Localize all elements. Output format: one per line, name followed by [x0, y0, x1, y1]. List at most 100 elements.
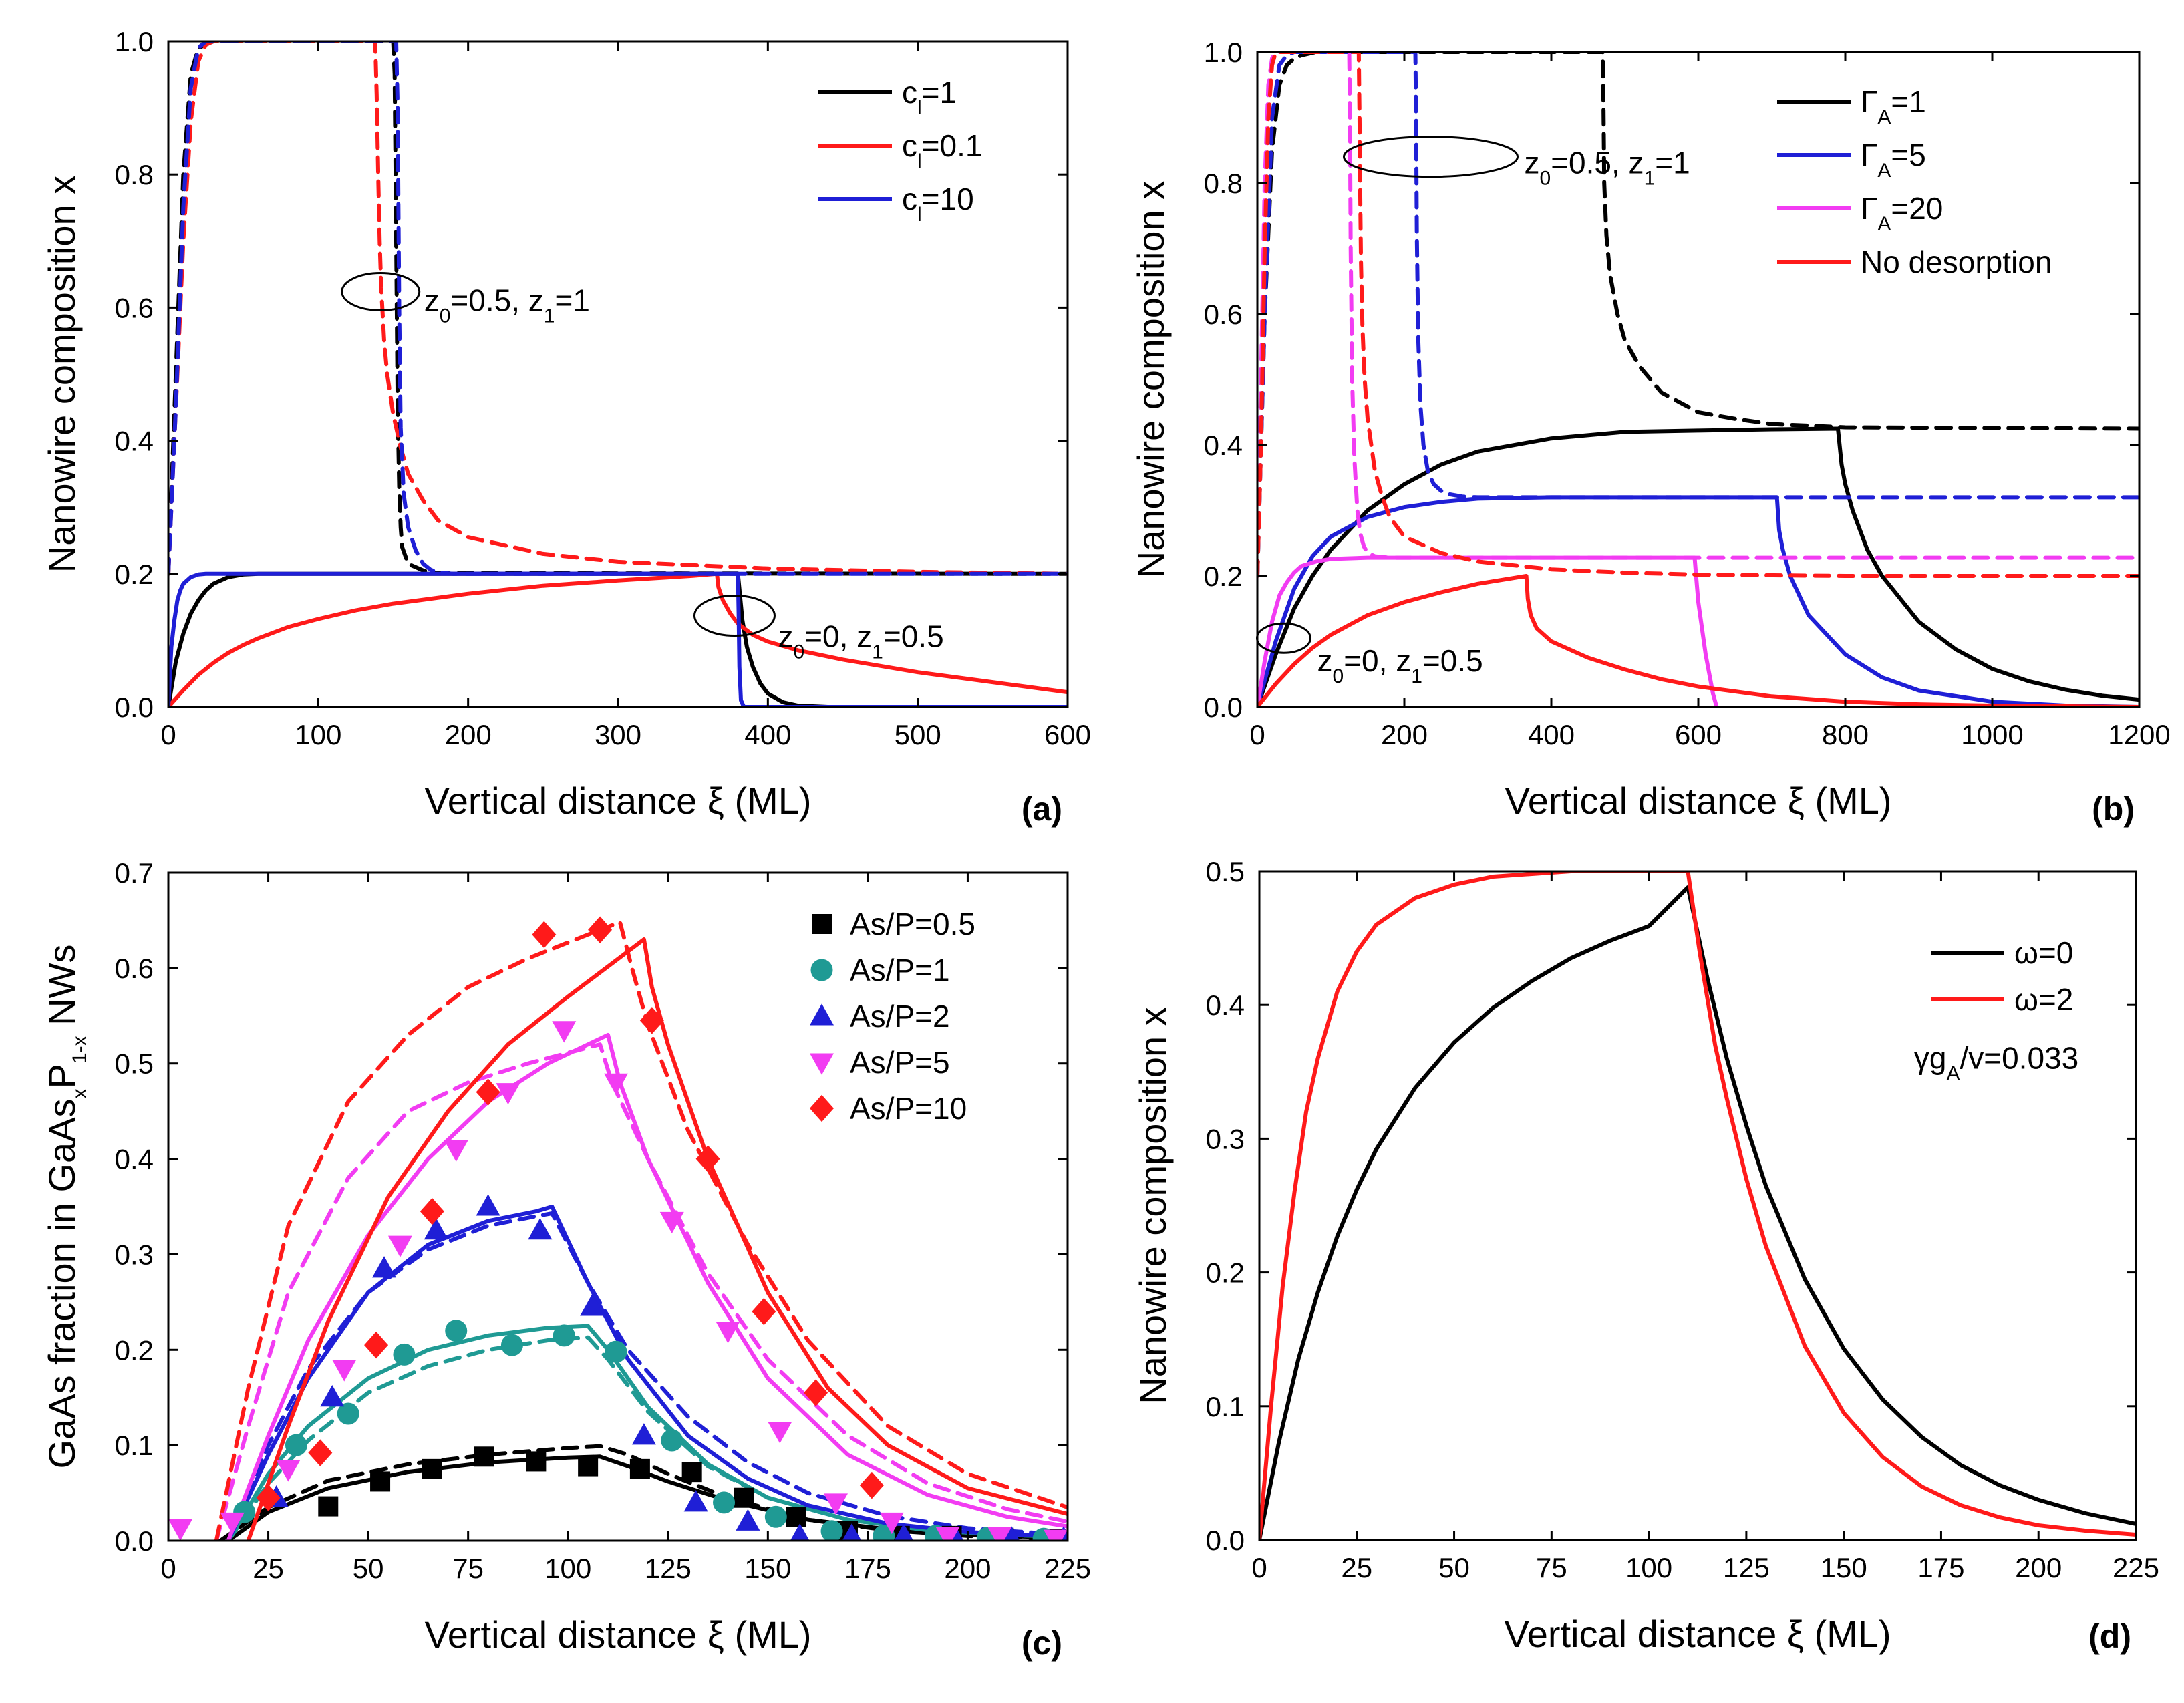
plot-frame — [167, 871, 1069, 1542]
data-point-2-2 — [372, 1256, 397, 1278]
x-tick-label: 100 — [1625, 1552, 1672, 1583]
legend-marker-2 — [810, 1003, 834, 1026]
series-line-2 — [168, 571, 1068, 707]
data-point-3-6 — [496, 1083, 520, 1105]
legend-label-4: As/P=10 — [850, 1091, 967, 1126]
x-axis-title: Vertical distance ξ (ML) — [1505, 780, 1891, 822]
legend-marker-4 — [810, 1094, 834, 1122]
data-point-2-5 — [528, 1217, 553, 1240]
x-tick-label: 150 — [744, 1553, 791, 1584]
data-point-2-12 — [894, 1523, 914, 1541]
x-tick-label: 125 — [1723, 1552, 1770, 1583]
x-tick-label: 100 — [295, 719, 341, 750]
data-point-3-7 — [552, 1021, 577, 1043]
data-point-0-4 — [526, 1451, 547, 1472]
legend-label-2: ΓA=20 — [1861, 191, 1943, 235]
data-point-2-9 — [736, 1509, 760, 1531]
y-tick-label: 0.2 — [115, 559, 154, 590]
x-tick-label: 75 — [1536, 1552, 1567, 1583]
x-tick-label: 0 — [160, 719, 176, 750]
data-point-1-1 — [285, 1434, 307, 1456]
annotation-label: z0=0, z1=0.5 — [1317, 643, 1483, 687]
x-tick-label: 225 — [1044, 1553, 1091, 1584]
data-point-3-11 — [768, 1422, 792, 1444]
scatter-points — [168, 916, 1068, 1541]
data-point-2-11 — [842, 1523, 862, 1541]
data-point-3-14 — [935, 1527, 960, 1541]
annotation-ellipse — [341, 272, 421, 312]
x-tick-label: 175 — [1917, 1552, 1964, 1583]
x-tick-label: 175 — [844, 1553, 891, 1584]
plot-frame — [1258, 870, 2137, 1541]
data-point-4-1 — [308, 1439, 333, 1466]
x-tick-label: 400 — [744, 719, 791, 750]
annotation-label: γgA/v=0.033 — [1914, 1040, 2078, 1084]
data-point-0-2 — [422, 1458, 442, 1479]
legend-marker-0 — [812, 914, 832, 934]
x-tick-label: 225 — [2113, 1552, 2159, 1583]
annotation-label: z0=0.5, z1=1 — [424, 283, 590, 327]
data-point-2-7 — [631, 1423, 656, 1445]
data-point-4-4 — [476, 1078, 500, 1106]
annotation-ellipse — [1343, 136, 1519, 178]
data-point-0-3 — [474, 1446, 494, 1467]
data-point-1-4 — [445, 1320, 468, 1342]
x-tick-label: 500 — [895, 719, 941, 750]
x-tick-label: 200 — [944, 1553, 991, 1584]
annotation-label: z0=0.5, z1=1 — [1525, 146, 1690, 190]
data-point-4-9 — [752, 1297, 776, 1326]
y-tick-label: 0.1 — [115, 1430, 154, 1461]
y-axis-title: Nanowire composition x — [1130, 181, 1172, 578]
data-point-1-2 — [337, 1402, 359, 1425]
data-point-3-2 — [276, 1460, 301, 1482]
y-tick-label: 0.0 — [1204, 691, 1243, 723]
y-tick-label: 0.4 — [115, 426, 154, 457]
legend-label-1: ω=2 — [2014, 982, 2073, 1017]
data-point-1-10 — [764, 1505, 787, 1528]
legend-label-0: ΓA=1 — [1861, 84, 1926, 128]
panel-b: 0 200 400 600 800 1000 1200 0.0 0.2 0.4 0.6 0.8 1.0 V… — [1130, 37, 2171, 828]
series-line-9 — [214, 920, 1068, 1541]
data-point-3-12 — [824, 1493, 848, 1515]
data-point-2-4 — [476, 1194, 500, 1216]
data-point-2-10 — [790, 1523, 810, 1541]
panel-c: 0 25 50 75 100 125 150 175 200 225 0.0 0.1 0.2 0.3 0.4… — [41, 857, 1091, 1662]
x-tick-label: 200 — [445, 719, 492, 750]
data-point-0-8 — [734, 1487, 754, 1508]
x-axis-title: Vertical distance ξ (ML) — [424, 780, 811, 822]
annotation-label: z0=0, z1=0.5 — [778, 619, 943, 663]
series-line-0 — [1259, 885, 2136, 1540]
data-point-3-0 — [168, 1519, 192, 1541]
legend-label-0: cl=1 — [902, 75, 957, 119]
x-tick-label: 1000 — [1961, 719, 2023, 750]
series-line-5 — [1257, 52, 2139, 578]
x-axis-title: Vertical distance ξ (ML) — [1504, 1613, 1891, 1655]
data-point-4-6 — [588, 916, 613, 943]
x-tick-label: 800 — [1822, 719, 1869, 750]
data-point-0-5 — [578, 1456, 599, 1477]
x-tick-label: 0 — [1251, 1552, 1267, 1583]
annotation-ellipse — [693, 595, 776, 637]
data-point-1-3 — [393, 1343, 416, 1366]
series-line-7 — [214, 1042, 1068, 1541]
series-line-3 — [1257, 52, 2139, 578]
data-point-3-9 — [659, 1211, 684, 1234]
data-point-3-13 — [879, 1512, 904, 1535]
data-point-3-10 — [716, 1322, 740, 1344]
data-point-1-7 — [605, 1340, 627, 1363]
y-tick-label: 0.4 — [1206, 989, 1245, 1021]
legend-marker-1 — [810, 959, 833, 981]
x-tick-label: 25 — [1341, 1552, 1372, 1583]
data-point-0-6 — [629, 1458, 650, 1479]
series-line-5 — [168, 41, 1068, 576]
legend: As/P=0.5 As/P=1 As/P=2 As/P=5 As/P=10 — [810, 907, 975, 1126]
plot-area — [1259, 871, 2136, 1540]
data-point-2-6 — [580, 1294, 605, 1316]
plot-area — [1257, 52, 2139, 707]
data-point-4-2 — [364, 1331, 389, 1359]
data-point-0-0 — [318, 1496, 339, 1517]
data-point-4-7 — [639, 1007, 664, 1034]
panel-a: 0 100 200 300 400 500 600 0.0 0.2 0.4 0.6 0.8 1.0 Ver… — [41, 26, 1091, 828]
data-point-2-1 — [320, 1384, 345, 1407]
